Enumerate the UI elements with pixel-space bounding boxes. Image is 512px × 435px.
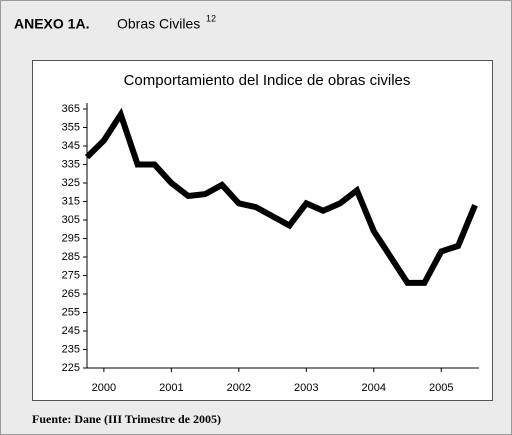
y-tick-label: 295 [62, 232, 80, 244]
x-tick-label: 2005 [429, 382, 453, 394]
y-tick-label: 285 [62, 251, 80, 263]
x-tick-label: 2004 [362, 382, 386, 394]
chart-box [32, 60, 493, 401]
y-tick-label: 355 [62, 121, 80, 133]
x-tick-label: 2003 [294, 382, 318, 394]
header-title: Obras Civiles [117, 16, 200, 32]
y-tick-label: 335 [62, 158, 80, 170]
x-tick-label: 2000 [92, 382, 116, 394]
footer: Fuente: Dane (III Trimestre de 2005) [32, 412, 221, 426]
x-tick-label: 2001 [159, 382, 183, 394]
y-tick-label: 225 [62, 362, 80, 374]
y-tick-label: 315 [62, 195, 80, 207]
y-tick-label: 245 [62, 325, 80, 337]
y-tick-label: 255 [62, 306, 80, 318]
line [84, 107, 478, 286]
y-tick-label: 345 [62, 140, 80, 152]
y-tick-label: 305 [62, 214, 80, 226]
y-tick-label: 275 [62, 269, 80, 281]
y-tick-label: 265 [62, 288, 80, 300]
x-tick-label: 2002 [227, 382, 251, 394]
header-label: ANEXO 1A. [14, 16, 89, 32]
y-tick-label: 365 [62, 103, 80, 115]
header-note: 12 [206, 13, 216, 23]
y-tick-label: 235 [62, 343, 80, 355]
chart-title: Comportamiento del Indice de obras civil… [124, 72, 411, 89]
y-tick-label: 325 [62, 177, 80, 189]
